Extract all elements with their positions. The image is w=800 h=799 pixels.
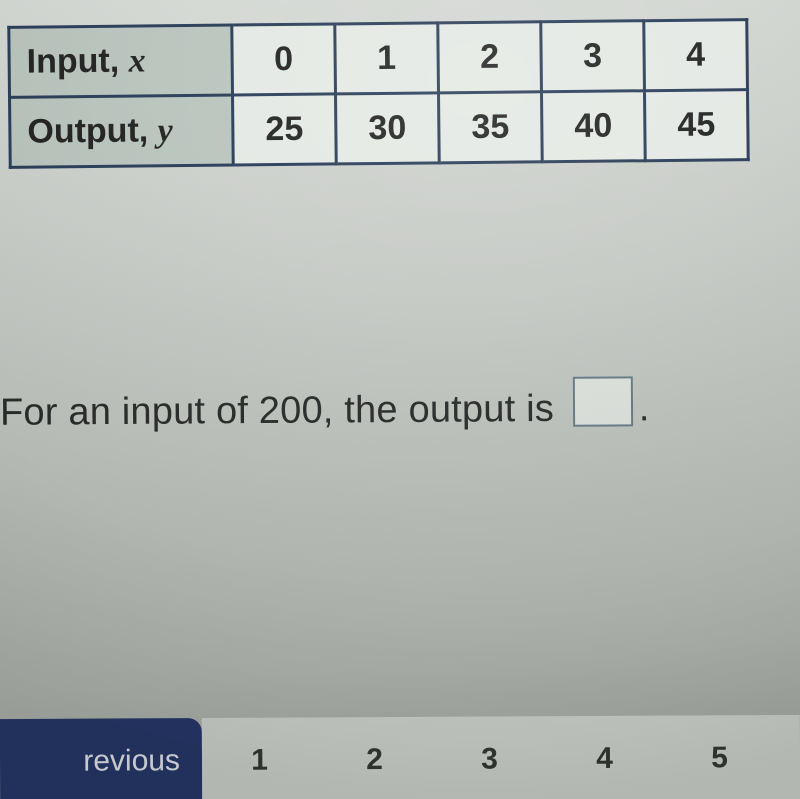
bottom-nav: revious 1 2 3 4 5 xyxy=(0,715,800,799)
step-2[interactable]: 2 xyxy=(317,743,432,778)
question-text-prefix: For an input of 200, the output is xyxy=(0,388,554,434)
cell-y-0: 25 xyxy=(233,94,337,165)
cell-x-0: 0 xyxy=(232,24,336,95)
row-header-input-text: Input, xyxy=(26,42,128,81)
answer-input-box[interactable] xyxy=(573,376,633,426)
step-5[interactable]: 5 xyxy=(662,741,777,776)
cell-y-2: 35 xyxy=(438,92,542,163)
question-text-suffix: . xyxy=(639,387,650,429)
previous-button-label: revious xyxy=(83,744,180,779)
step-1[interactable]: 1 xyxy=(202,743,317,778)
screen: Input, x 0 1 2 3 4 Output, y 25 30 35 40… xyxy=(0,0,800,799)
io-table: Input, x 0 1 2 3 4 Output, y 25 30 35 40… xyxy=(7,18,749,169)
row-header-input: Input, x xyxy=(9,25,233,97)
row-header-output: Output, y xyxy=(10,95,234,167)
cell-x-1: 1 xyxy=(335,23,439,94)
question-sentence: For an input of 200, the output is . xyxy=(0,375,800,435)
cell-y-3: 40 xyxy=(541,91,645,162)
row-header-output-text: Output, xyxy=(27,111,158,150)
previous-button[interactable]: revious xyxy=(0,718,202,799)
step-indicator: 1 2 3 4 5 xyxy=(202,715,800,799)
row-header-input-var: x xyxy=(128,42,145,79)
cell-y-4: 45 xyxy=(644,90,748,161)
table-row: Output, y 25 30 35 40 45 xyxy=(10,90,749,168)
cell-x-3: 3 xyxy=(541,21,645,92)
cell-x-4: 4 xyxy=(644,20,748,91)
step-3[interactable]: 3 xyxy=(432,742,547,777)
cell-x-2: 2 xyxy=(438,22,542,93)
row-header-output-var: y xyxy=(157,112,172,149)
step-4[interactable]: 4 xyxy=(547,742,662,777)
cell-y-1: 30 xyxy=(336,93,440,164)
table-row: Input, x 0 1 2 3 4 xyxy=(9,20,748,98)
